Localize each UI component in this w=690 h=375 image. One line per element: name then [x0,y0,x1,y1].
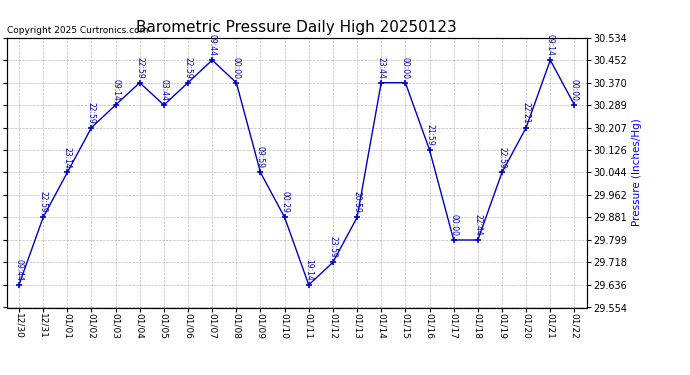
Title: Barometric Pressure Daily High 20250123: Barometric Pressure Daily High 20250123 [137,20,457,35]
Text: 22:21: 22:21 [522,102,531,123]
Text: 00:29: 00:29 [280,191,289,213]
Text: Copyright 2025 Curtronics.com: Copyright 2025 Curtronics.com [7,26,148,35]
Text: 22:59: 22:59 [39,192,48,213]
Text: 22:59: 22:59 [87,102,96,123]
Text: 19:14: 19:14 [304,259,313,281]
Text: 22:44: 22:44 [473,214,482,236]
Text: 23:59: 23:59 [328,236,337,258]
Text: 09:59: 09:59 [256,146,265,168]
Y-axis label: Pressure (Inches/Hg): Pressure (Inches/Hg) [631,118,642,226]
Text: 22:59: 22:59 [497,147,506,168]
Text: 23:44: 23:44 [377,57,386,78]
Text: 09:14: 09:14 [546,34,555,56]
Text: 22:59: 22:59 [184,57,193,78]
Text: 22:59: 22:59 [135,57,144,78]
Text: 21:59: 21:59 [425,124,434,146]
Text: 03:44: 03:44 [159,79,168,101]
Text: 09:14: 09:14 [111,79,120,101]
Text: 00:00: 00:00 [401,57,410,78]
Text: 00:00: 00:00 [570,79,579,101]
Text: 00:00: 00:00 [232,57,241,78]
Text: 09:44: 09:44 [14,259,23,281]
Text: 20:59: 20:59 [353,191,362,213]
Text: 00:00: 00:00 [449,214,458,236]
Text: 09:44: 09:44 [208,34,217,56]
Text: 23:14: 23:14 [63,147,72,168]
